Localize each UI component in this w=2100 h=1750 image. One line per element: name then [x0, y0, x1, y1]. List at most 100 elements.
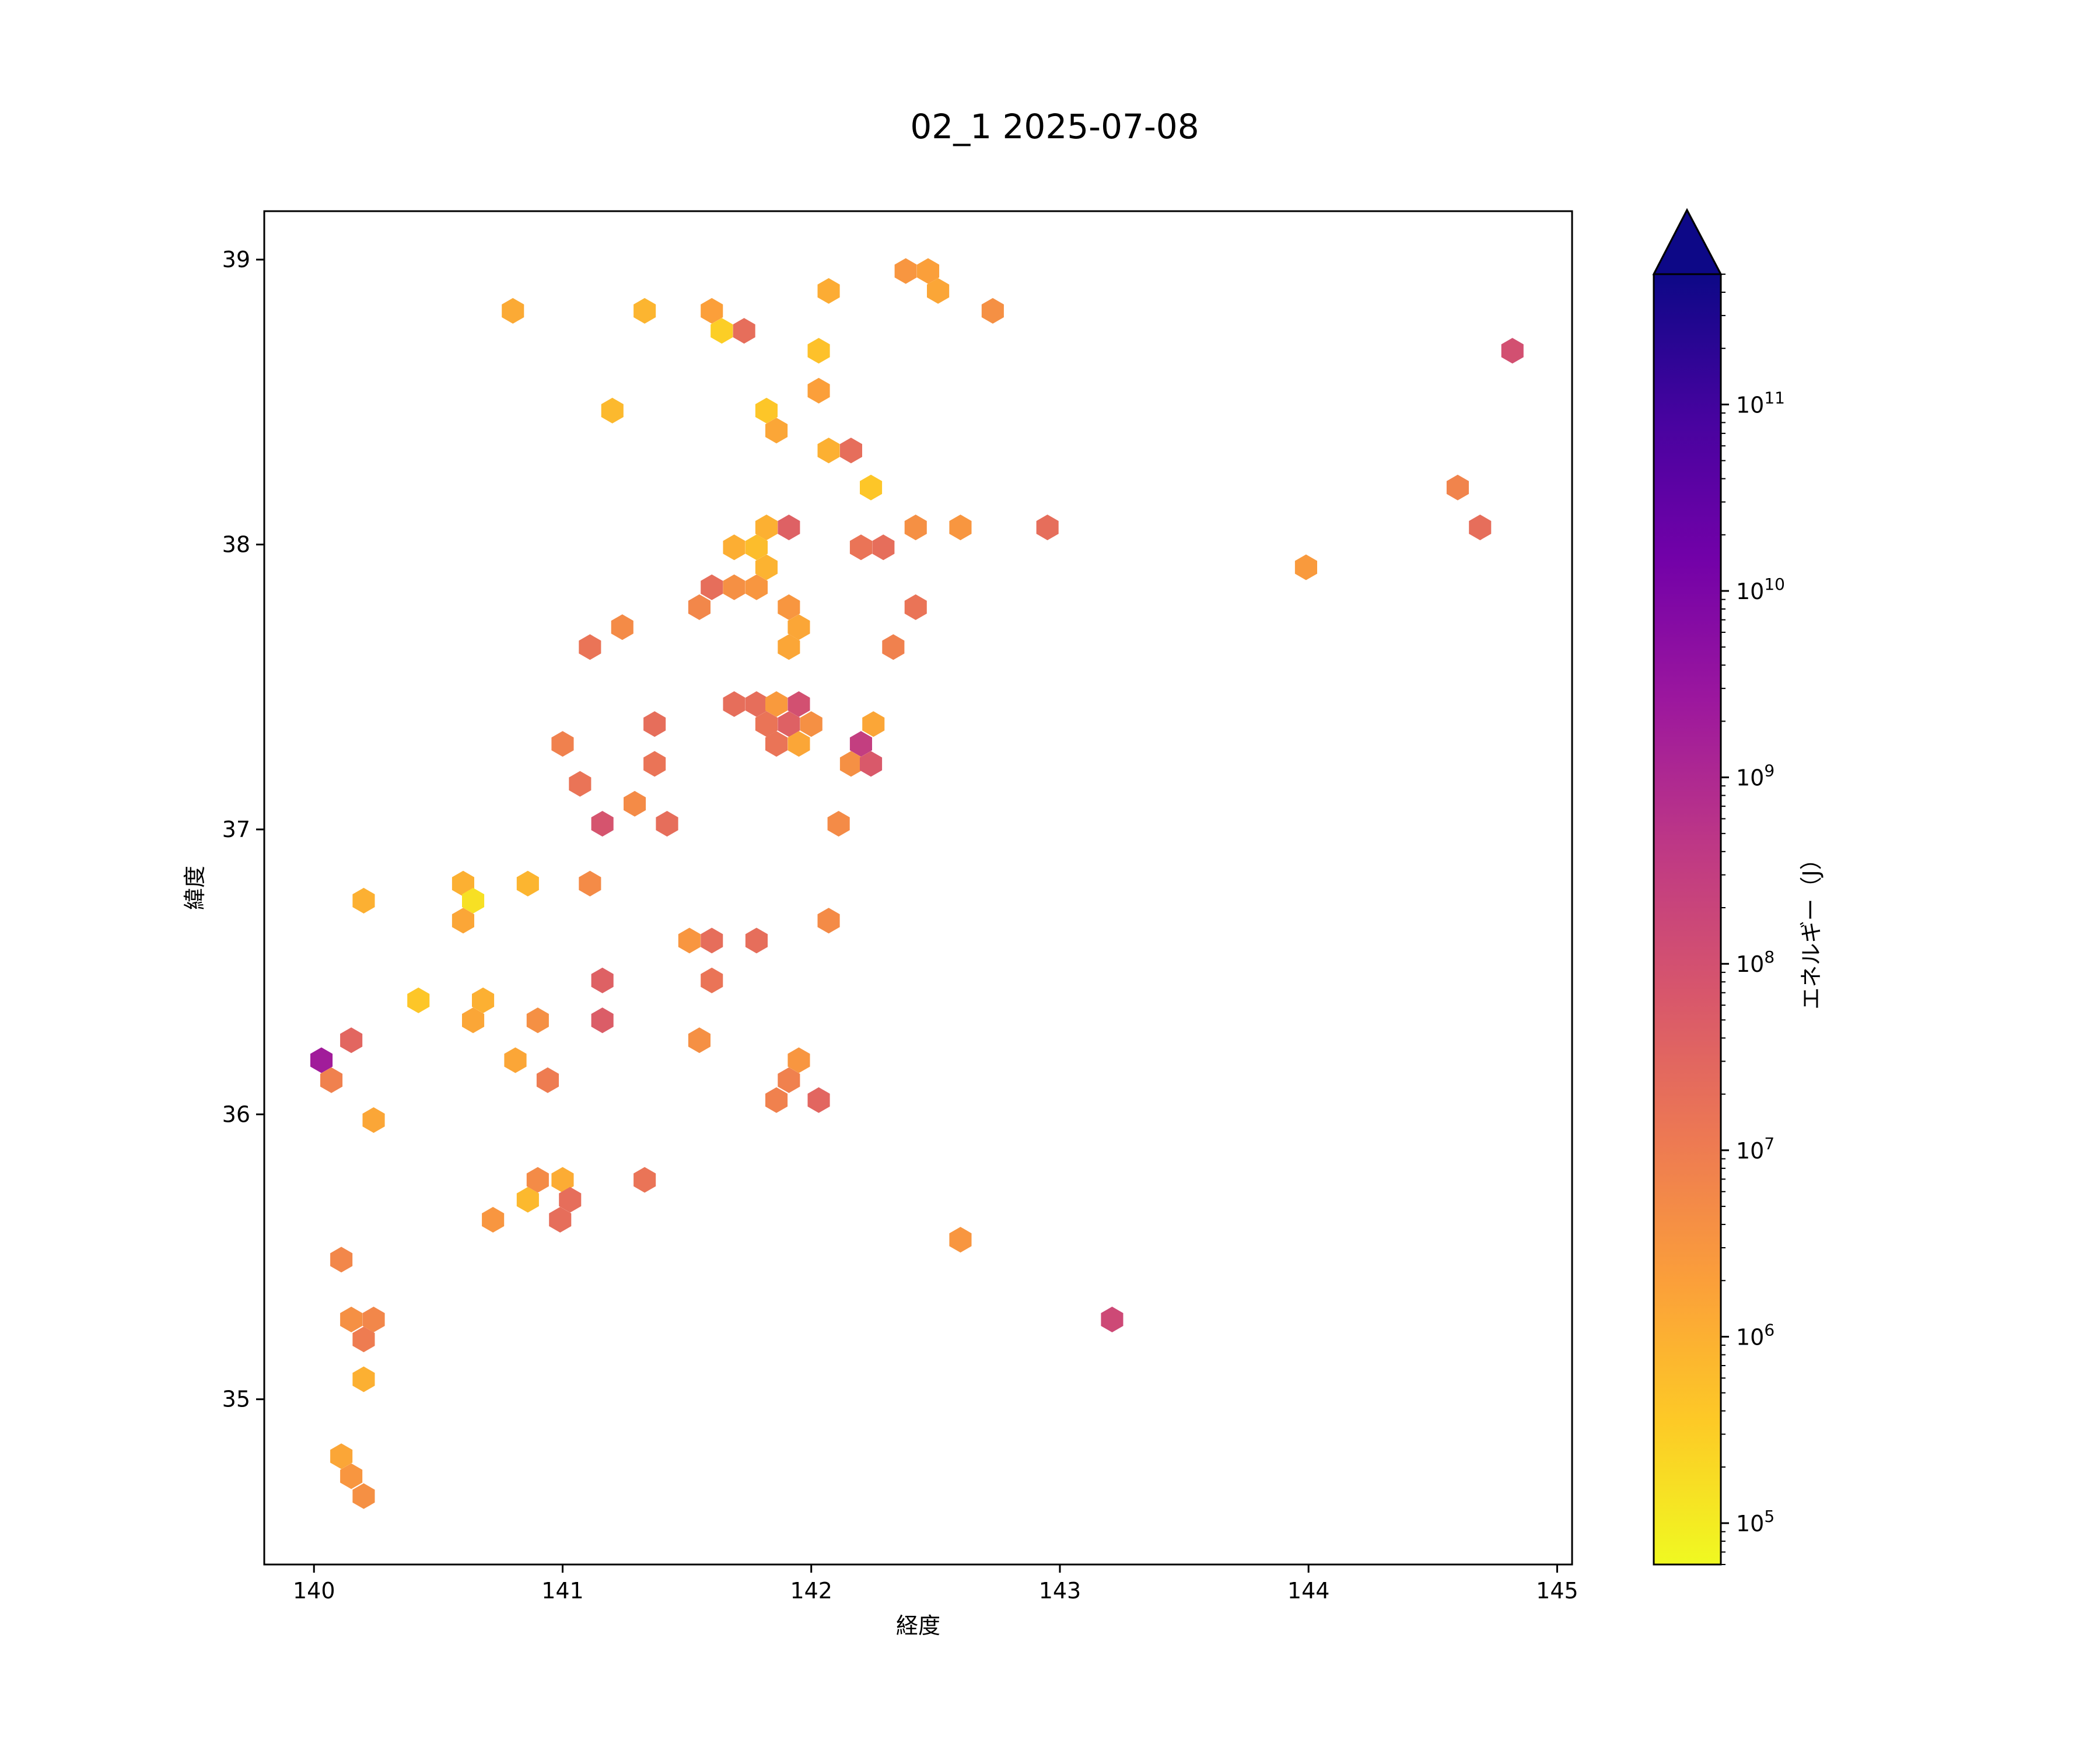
hexbin-cell — [862, 711, 885, 737]
hexbin-cell — [569, 771, 592, 797]
hexbin-cell — [579, 634, 601, 660]
hexbin-cell — [362, 1307, 385, 1332]
chart-title: 02_1 2025-07-08 — [910, 107, 1199, 146]
hexbin-cell — [526, 1007, 549, 1034]
hexbin-cell — [755, 514, 778, 541]
y-tick-label: 37 — [222, 817, 250, 842]
hexbin-cell — [733, 318, 755, 344]
hexbin-cell — [1469, 514, 1492, 541]
hexbin-cell — [643, 751, 666, 777]
hexbin-cell — [526, 1167, 549, 1193]
colorbar-gradient — [1654, 274, 1721, 1564]
hexbin-cell — [591, 1007, 614, 1034]
hexbin-cell — [765, 1087, 788, 1113]
hexbin-cell — [407, 987, 430, 1013]
hexbin-cell — [688, 594, 710, 620]
hexbin-cell — [472, 987, 495, 1013]
hexbin-cell — [860, 474, 883, 501]
colorbar-tick-label: 106 — [1736, 1320, 1774, 1350]
hexbin-cell — [807, 338, 830, 364]
hexbin-cell — [502, 298, 524, 324]
hexbin-cell — [755, 554, 778, 580]
hexbin-cell — [778, 1067, 800, 1093]
hexbin-cell — [917, 258, 940, 284]
colorbar-tick-label: 1011 — [1736, 388, 1785, 418]
hexbin-cell — [765, 731, 788, 757]
colorbar-tick-label: 105 — [1736, 1507, 1774, 1536]
hexbin-cell — [882, 634, 905, 660]
x-tick-label: 145 — [1536, 1578, 1578, 1604]
hexbin-cell — [656, 811, 678, 837]
hexbin-cell — [688, 1027, 710, 1054]
hexbin-cell — [778, 594, 800, 620]
hexbin-cell — [352, 1483, 375, 1509]
hexbin-cell — [745, 574, 768, 600]
hexbin-cell — [807, 1087, 830, 1113]
hexbin-cell — [601, 397, 624, 424]
plot-frame — [263, 210, 1573, 1566]
hexbin-cell — [817, 438, 840, 464]
colorbar-tick-label: 108 — [1736, 947, 1774, 977]
hexbin-cell — [340, 1463, 363, 1489]
hexbin-cells — [310, 258, 1524, 1509]
hexbin-cell — [462, 888, 485, 914]
x-tick-label: 140 — [293, 1578, 335, 1604]
hexbin-cell — [755, 711, 778, 737]
hexbin-cell — [482, 1207, 505, 1233]
hexbin-cell — [320, 1067, 343, 1093]
hexbin-cell — [817, 278, 840, 304]
hexbin-cell — [551, 1167, 574, 1193]
x-tick-label: 141 — [541, 1578, 584, 1604]
colorbar-tick-label: 107 — [1736, 1134, 1774, 1164]
hexbin-cell — [745, 534, 768, 561]
hexbin-cell — [340, 1027, 363, 1054]
hexbin-cell — [551, 731, 574, 757]
hexbin-cell — [643, 711, 666, 737]
hexbin-cell — [330, 1247, 353, 1273]
hexbin-cell — [330, 1443, 353, 1469]
hexbin-cell — [827, 811, 850, 837]
hexbin-cell — [894, 258, 917, 284]
hexbin-cell — [839, 751, 862, 777]
x-tick-label: 142 — [790, 1578, 832, 1604]
hexbin-cell — [701, 574, 723, 600]
hexbin-cell — [745, 928, 768, 954]
hexbin-cell — [549, 1207, 572, 1233]
x-tick-label: 144 — [1287, 1578, 1330, 1604]
hexbin-cell — [849, 534, 872, 561]
hexbin-cell — [624, 790, 646, 817]
hexbin-cell — [559, 1186, 582, 1213]
hexbin-cell — [860, 751, 883, 777]
hexbin-cell — [591, 811, 614, 837]
x-axis-label: 経度 — [896, 1613, 940, 1639]
hexbin-cell — [579, 870, 601, 897]
hexbin-cell — [516, 1186, 539, 1213]
hexbin-cell — [536, 1067, 559, 1093]
y-tick-label: 39 — [222, 247, 250, 272]
hexbin-cell — [788, 614, 810, 640]
hexbin-cell — [678, 928, 701, 954]
hexbin-cell — [872, 534, 895, 561]
hexbin-cell — [778, 634, 800, 660]
colorbar: 105 106 107 108 109 1010 1011 エネルギー（J） — [1652, 208, 1824, 1566]
hexbin-cell — [1446, 474, 1469, 501]
hexbin-cell — [362, 1107, 385, 1133]
hexbin-cell — [778, 711, 800, 737]
y-axis-label: 緯度 — [182, 866, 208, 910]
hexbin-cell — [723, 574, 746, 600]
hexbin-cell — [904, 594, 927, 620]
hexbin-cell — [701, 298, 723, 324]
hexbin-cell — [710, 318, 733, 344]
y-tick-label: 38 — [222, 531, 250, 557]
hexbin-cell — [927, 278, 950, 304]
hexbin-cell — [1294, 554, 1317, 580]
hexbin-cell — [904, 514, 927, 541]
hexbin-cell — [817, 908, 840, 934]
hexbin-cell — [591, 967, 614, 993]
hexbin-cell — [452, 908, 474, 934]
colorbar-tick-label: 109 — [1736, 761, 1774, 791]
hexbin-cell — [310, 1047, 333, 1073]
colorbar-extend-arrow — [1652, 208, 1723, 275]
hexbin-cell — [723, 691, 746, 717]
